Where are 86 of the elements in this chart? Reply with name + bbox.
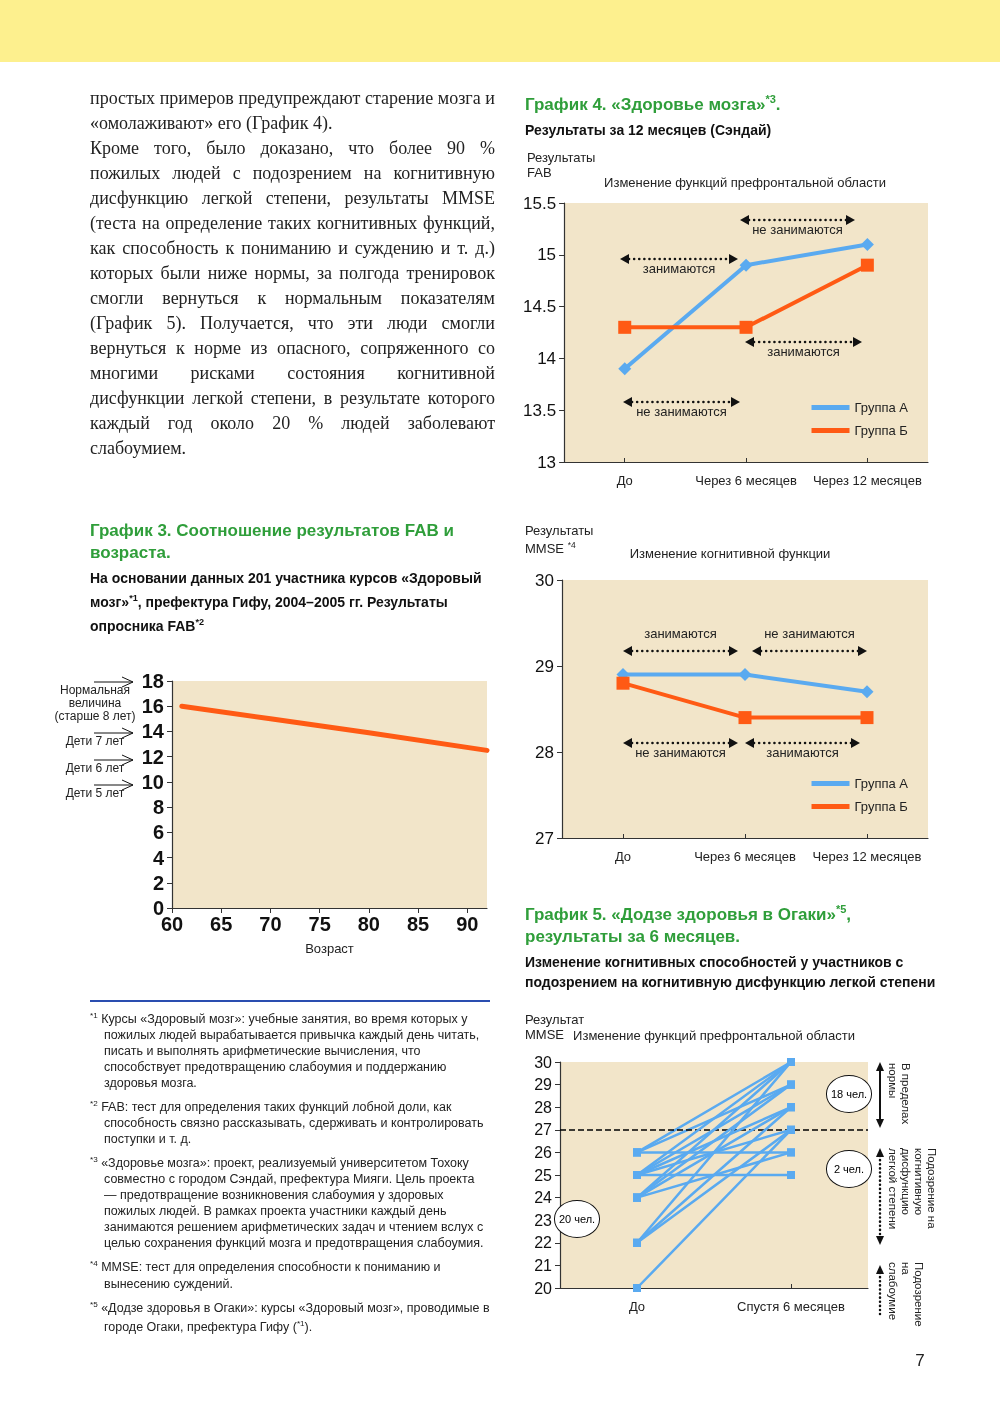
y-tick-label: 28 (535, 742, 554, 762)
text: Дети 5 лет (64, 786, 126, 800)
x-axis-title: Возраст (305, 941, 354, 956)
annotation: не занимаются (635, 404, 728, 419)
y-tick-label: 4 (152, 846, 165, 869)
y-tick-label: 27 (535, 828, 554, 848)
y-tick-label: 27 (534, 1121, 553, 1139)
annotation: не занимаются (751, 222, 844, 237)
y-tick-label: 22 (534, 1234, 553, 1252)
annotation: занимаются (766, 344, 841, 359)
text: $^{*2}$ FAB: тест для определения таких функций лобной доли, как способность связно рассказывать, сдерживать и контролировать поступки и т. д. (90, 1098, 485, 1148)
x-tick-label: Через 12 месяцев (812, 849, 922, 864)
legend-label: Группа А (854, 400, 909, 415)
annotation: занимаются (765, 745, 840, 760)
text: Нормальная величина (старше 8 лет) (53, 683, 137, 723)
y-tick-label: 24 (534, 1189, 553, 1207)
y-tick-label: 21 (534, 1256, 553, 1274)
annotation: не занимаются (634, 745, 727, 760)
y-tick-label: 0 (152, 897, 164, 919)
y-tick-label: 18 (141, 670, 164, 692)
annotation: занимаются (643, 626, 718, 641)
y-tick-label: 29 (535, 656, 554, 676)
x-tick-label: 70 (259, 913, 282, 935)
chart-subtitle: На основании данных 201 участника курсов «Здоровый мозг»$^{*1}$, префектура Гифу, 2004–2005 гг. Результаты опросника FAB$^{*2}$ (90, 569, 483, 636)
y-tick-label: 13.5 (522, 400, 557, 420)
annotation: 18 чел. (826, 1075, 872, 1113)
annotation: занимаются (641, 261, 717, 276)
chart-title: График 3. Соотношение результатов FAB и возраста. (90, 520, 455, 564)
legend-label: Группа Б (854, 423, 908, 438)
text: $^{*3}$ «Здоровье мозга»: проект, реализуемый университетом Тохоку совместно с городом Сэндай, префектура Мияги. Цель проекта — предотвращение возникновения слабоумия у здоровых пожилых людей. В рамках проекта участники каждый день занимаются решением арифметических задач и чтением вслух с целью сохранения функций мозга и предотвращения слабоумия. (90, 1154, 485, 1252)
chart-title: Изменение когнитивной функции (629, 546, 831, 561)
x-tick-label: 65 (210, 913, 233, 935)
annotation: 2 чел. (826, 1150, 872, 1188)
y-axis-title: Результаты FAB (527, 150, 597, 180)
text: простых примеров предупреждают старение мозга и «омолаживают» его (График 4). Кроме того, было доказано, что более 90 % пожилых людей с подозрением на когнитивную дисфункцию легкой степени, результаты MMSE (теста на определение таких когнитивных функций, как способность к пониманию и суждению и т. д.) которых были ниже нормы, за полгода тренировок смогли вернуться к нормальным показателям (График 5). Получается, что эти люди смогли вернуться к норме из опасного, сопряженного со многими рисками состояния когнитивной дисфункции легкой степени, в результате которого каждый год около 20 % людей заболевают слабоумием. (90, 88, 495, 458)
y-tick-label: 14 (141, 720, 165, 743)
text: Подозрение на когнитивную дисфункцию легкой степени (886, 1148, 938, 1232)
text: Подозрение на слабоумие (886, 1262, 925, 1329)
chart-subtitle: Результаты за 12 месяцев (Сэндай) (525, 120, 773, 140)
y-tick-label: 14 (537, 348, 557, 368)
x-tick-label: Через 6 месяцев (694, 849, 796, 864)
y-tick-label: 13 (537, 452, 557, 472)
x-tick-label: 85 (406, 913, 430, 935)
y-tick-label: 30 (535, 570, 554, 590)
x-tick-label: 90 (456, 913, 479, 935)
y-tick-label: 2 (152, 871, 164, 894)
chart-subtitle: Изменение когнитивных способностей у участников с подозрением на когнитивную дисфункцию легкой степени (525, 952, 937, 992)
text: $^{*4}$ MMSE: тест для определения способности к пониманию и вынесению суждений. (90, 1258, 442, 1292)
legend-label: Группа А (854, 776, 909, 791)
y-tick-label: 28 (534, 1098, 553, 1116)
y-tick-label: 23 (534, 1211, 553, 1229)
y-tick-label: 10 (141, 770, 164, 793)
x-tick-label: До (614, 849, 632, 864)
y-tick-label: 20 (534, 1279, 553, 1297)
text: 7 (914, 1351, 926, 1370)
y-tick-label: 26 (534, 1143, 553, 1161)
y-tick-label: 16 (141, 695, 164, 718)
annotation: 20 чел. (554, 1200, 600, 1238)
text: Изменение функций префронтальной области (573, 1028, 855, 1043)
text: В пределах нормы (886, 1063, 912, 1127)
x-tick-label: До (616, 473, 633, 488)
annotation: не занимаются (763, 626, 856, 641)
chart-title: График 4. «Здоровье мозга»$^{*3}$. (525, 92, 782, 116)
x-tick-label: 75 (308, 913, 331, 935)
y-tick-label: 12 (141, 745, 164, 768)
text: Изменение функций префронтальной области (603, 175, 887, 190)
y-tick-label: 25 (534, 1166, 553, 1184)
x-tick-label: Спустя 6 месяцев (737, 1299, 846, 1314)
y-tick-label: 8 (152, 796, 164, 819)
y-tick-label: 30 (534, 1053, 553, 1071)
text: Дети 6 лет (64, 761, 126, 775)
chart-title: График 5. «Додзе здоровья в Огаки»$^{*5}$, результаты за 6 месяцев. (525, 903, 852, 946)
x-tick-label: 80 (357, 913, 380, 935)
legend-label: Группа Б (854, 799, 908, 814)
y-axis-title: Результаты MMSE $^{*4}$ (525, 523, 595, 557)
y-tick-label: 6 (152, 821, 164, 844)
y-tick-label: 15.5 (522, 193, 557, 213)
x-tick-label: До (628, 1299, 646, 1314)
text: Дети 7 лет (64, 734, 126, 748)
x-tick-label: Через 12 месяцев (812, 473, 922, 488)
text: $^{*1}$ Курсы «Здоровый мозг»: учебные занятия, во время которых у пожилых людей вырабатывается привычка каждый день читать, писать и выполнять арифметические вычисления, что способствует предотвращению слабоумия и поддержанию здоровья мозга. (90, 1010, 481, 1092)
y-tick-label: 15 (537, 245, 557, 265)
y-tick-label: 29 (534, 1076, 553, 1094)
y-tick-label: 14.5 (522, 297, 557, 317)
text: $^{*5}$ «Додзе здоровья в Огаки»: курсы «Здоровый мозг», проводимые в городе Огаки, префектура Гифу ($^{*1}$). (90, 1298, 490, 1335)
x-tick-label: Через 6 месяцев (695, 473, 797, 488)
